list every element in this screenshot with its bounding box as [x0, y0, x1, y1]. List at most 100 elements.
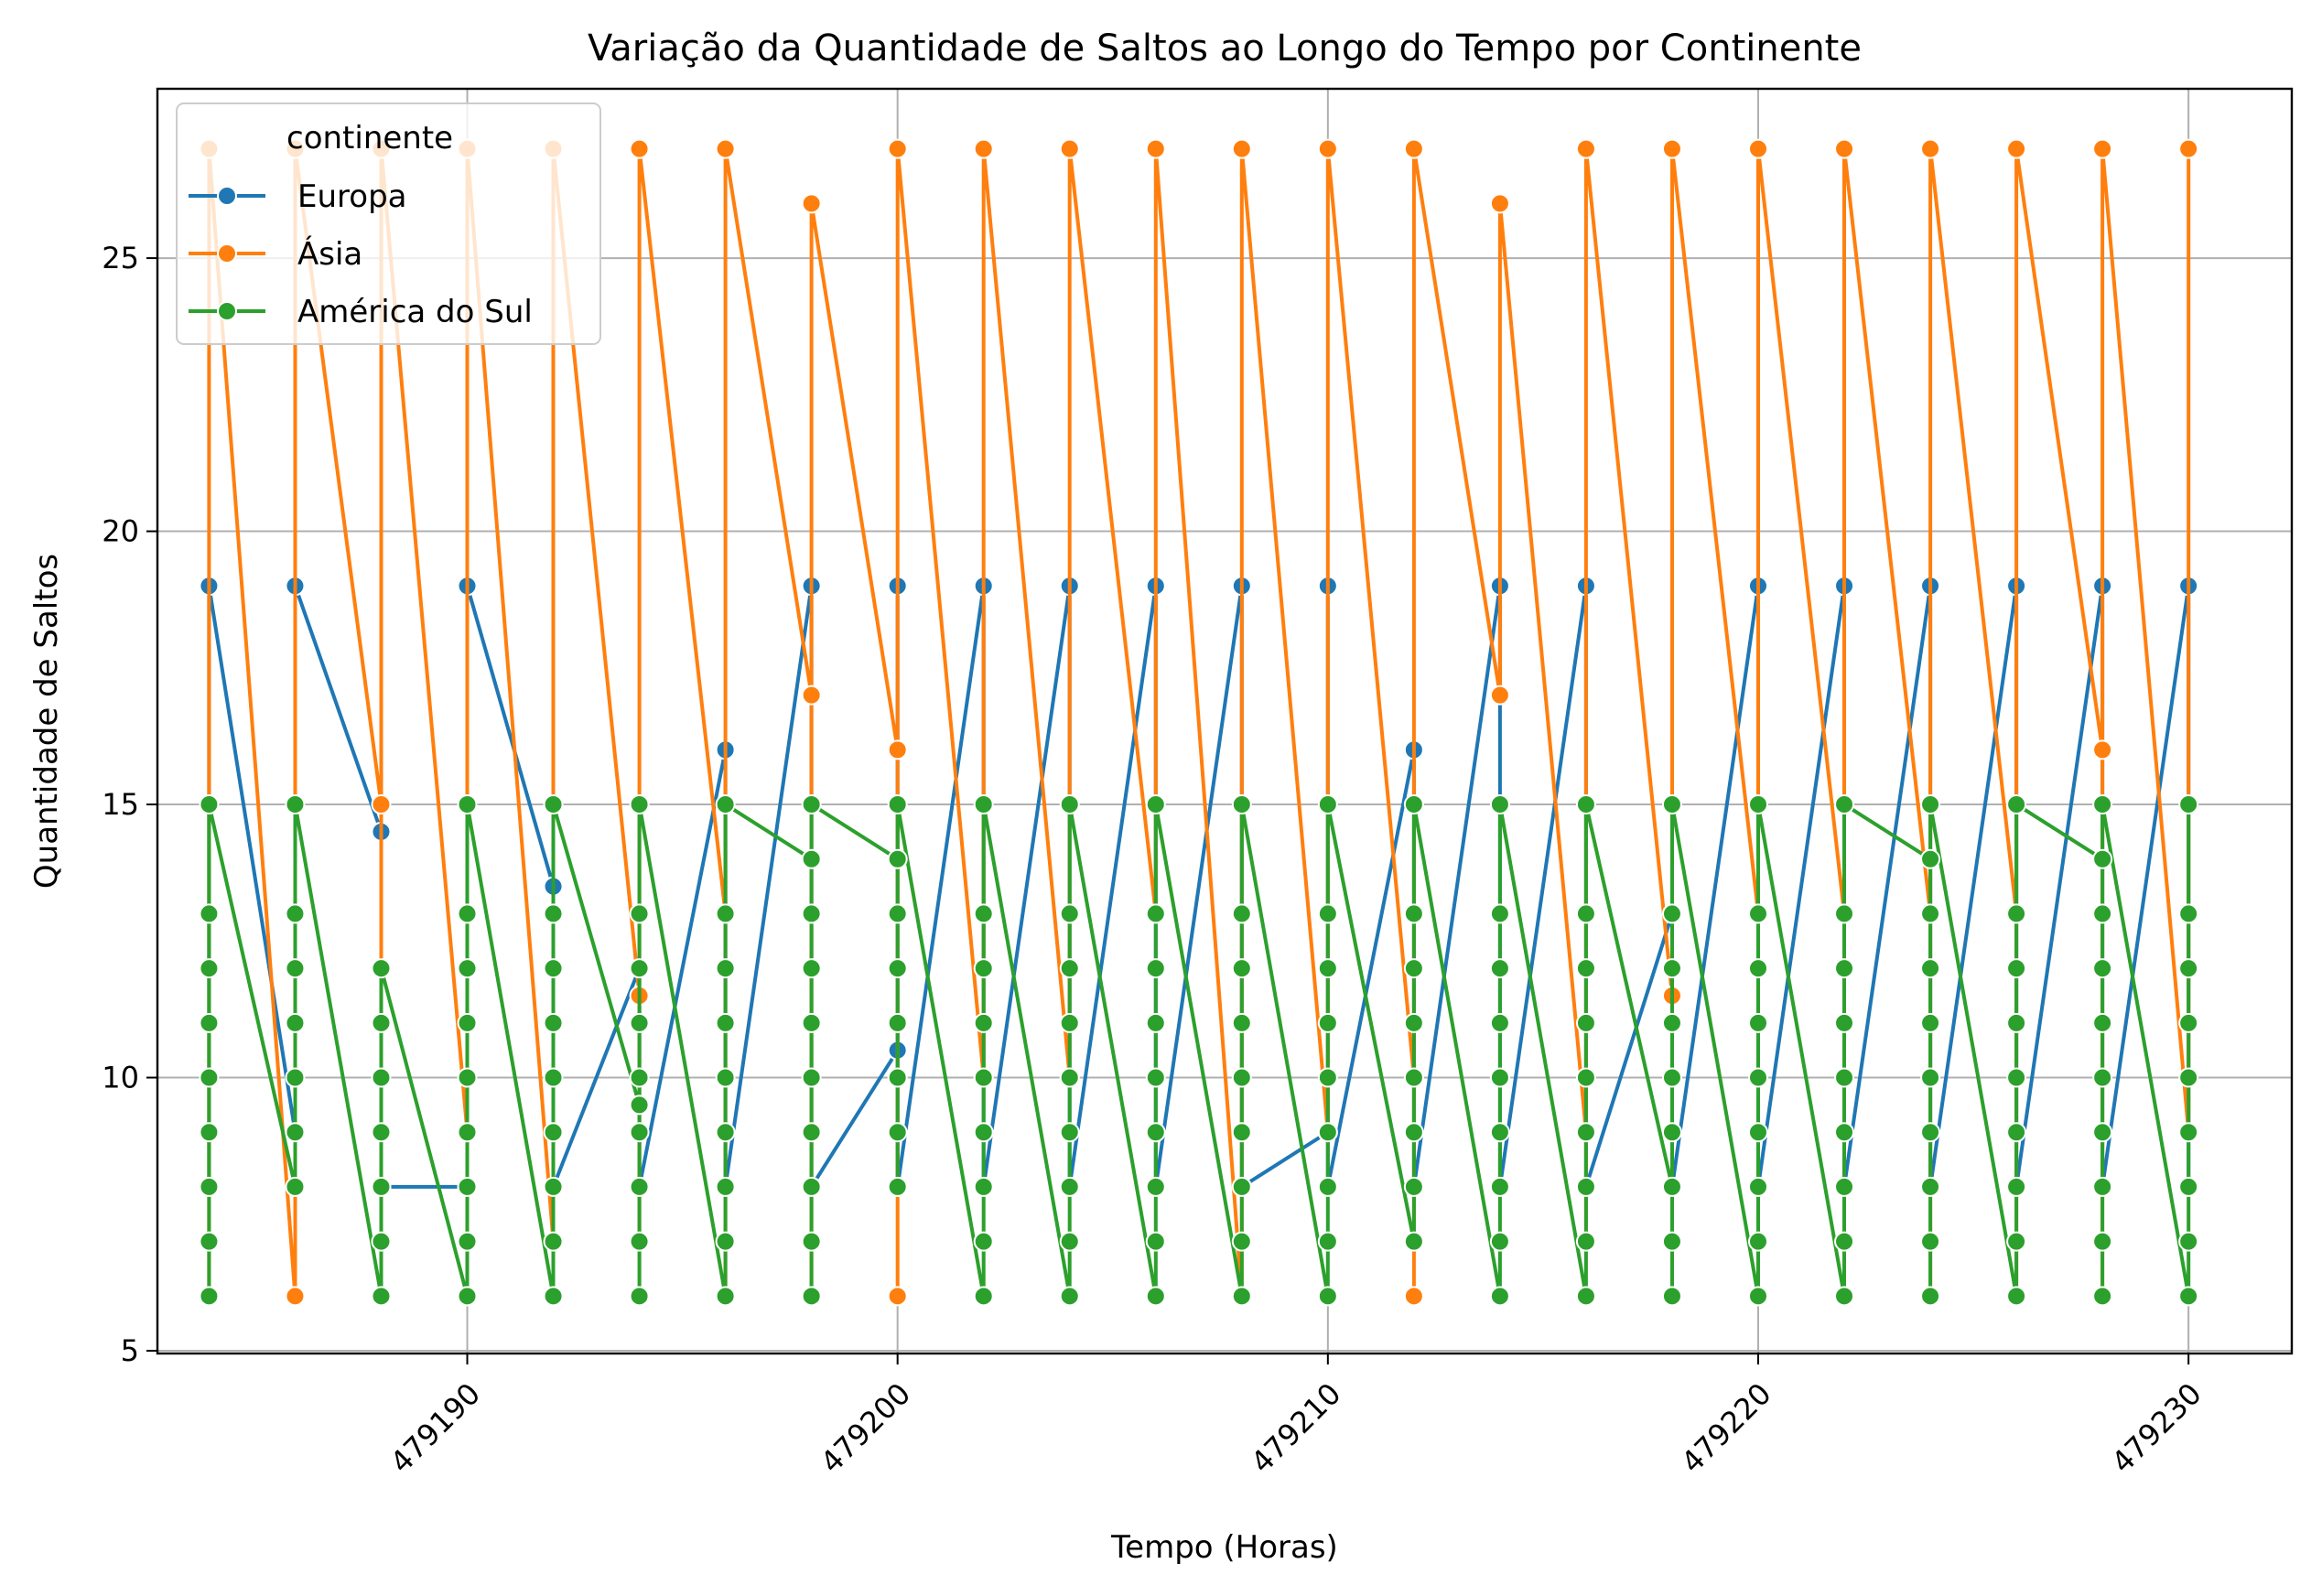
data-point [457, 903, 478, 924]
data-point [2092, 1067, 2113, 1088]
data-point [1661, 1286, 1682, 1307]
data-point [1231, 1176, 1252, 1197]
data-point [1834, 1122, 1855, 1143]
data-point [973, 1231, 994, 1252]
data-point [1661, 958, 1682, 979]
data-point [1834, 1012, 1855, 1033]
data-point [1145, 1231, 1166, 1252]
legend-label: Ásia [297, 235, 362, 273]
legend-title: continente [286, 120, 453, 156]
data-point [1145, 138, 1166, 159]
data-point [715, 794, 736, 815]
data-point [1920, 1122, 1941, 1143]
data-point [2178, 138, 2199, 159]
data-point [457, 1012, 478, 1033]
series-2 [199, 794, 2199, 1307]
data-point [2178, 1176, 2199, 1197]
data-point [1317, 794, 1338, 815]
data-point [1575, 903, 1596, 924]
data-point [887, 848, 908, 869]
data-point [2178, 1231, 2199, 1252]
data-point [1145, 794, 1166, 815]
data-point [199, 903, 220, 924]
data-point [457, 794, 478, 815]
legend-marker [217, 186, 237, 206]
data-point [199, 1067, 220, 1088]
data-point [199, 1012, 220, 1033]
data-point [199, 1122, 220, 1143]
data-point [1748, 1231, 1768, 1252]
data-point [543, 903, 564, 924]
data-point [285, 1012, 306, 1033]
legend-label: Europa [297, 178, 406, 215]
data-point [543, 958, 564, 979]
data-point [1920, 848, 1941, 869]
data-point [285, 1176, 306, 1197]
data-point [629, 1286, 650, 1307]
data-point [1231, 903, 1252, 924]
data-point [629, 1012, 650, 1033]
data-point [371, 1067, 392, 1088]
data-point [1231, 1286, 1252, 1307]
data-point [973, 794, 994, 815]
data-point [629, 1095, 650, 1116]
data-point [2006, 903, 2027, 924]
data-point [887, 903, 908, 924]
data-point [199, 1176, 220, 1197]
data-point [1231, 1231, 1252, 1252]
data-point [543, 1122, 564, 1143]
data-point [2006, 138, 2027, 159]
data-point [285, 1286, 306, 1307]
data-point [715, 1012, 736, 1033]
data-point [629, 1176, 650, 1197]
data-point [1661, 138, 1682, 159]
data-point [1834, 1067, 1855, 1088]
data-point [543, 1176, 564, 1197]
data-point [199, 794, 220, 815]
data-point [2092, 1122, 2113, 1143]
data-point [2006, 1012, 2027, 1033]
x-axis-label: Tempo (Horas) [1110, 1529, 1338, 1566]
data-point [887, 1067, 908, 1088]
data-point [1575, 794, 1596, 815]
data-point [1748, 1067, 1768, 1088]
data-point [1489, 1067, 1510, 1088]
data-point [1489, 1122, 1510, 1143]
data-point [887, 1012, 908, 1033]
data-point [371, 1231, 392, 1252]
data-point [1403, 138, 1424, 159]
data-point [801, 848, 822, 869]
data-point [371, 794, 392, 815]
data-point [2092, 138, 2113, 159]
data-point [715, 1231, 736, 1252]
data-point [1748, 1122, 1768, 1143]
data-point [2178, 1012, 2199, 1033]
data-point [1317, 138, 1338, 159]
data-point [629, 1122, 650, 1143]
data-point [1748, 1012, 1768, 1033]
data-point [1920, 1067, 1941, 1088]
data-point [801, 1286, 822, 1307]
data-point [1059, 1122, 1080, 1143]
data-point [1145, 1012, 1166, 1033]
data-point [1920, 1231, 1941, 1252]
series-layer [199, 138, 2199, 1307]
data-point [1059, 794, 1080, 815]
data-point [715, 1122, 736, 1143]
data-point [457, 1231, 478, 1252]
y-tick-label: 5 [121, 1333, 139, 1368]
legend-entry: Ásia [189, 235, 362, 273]
data-point [2178, 794, 2199, 815]
data-point [1748, 903, 1768, 924]
data-point [629, 958, 650, 979]
data-point [1145, 1286, 1166, 1307]
data-point [2006, 1122, 2027, 1143]
data-point [629, 138, 650, 159]
data-point [1059, 903, 1080, 924]
data-point [1748, 1286, 1768, 1307]
data-point [1145, 1176, 1166, 1197]
data-point [371, 958, 392, 979]
data-point [1575, 1067, 1596, 1088]
data-point [543, 794, 564, 815]
